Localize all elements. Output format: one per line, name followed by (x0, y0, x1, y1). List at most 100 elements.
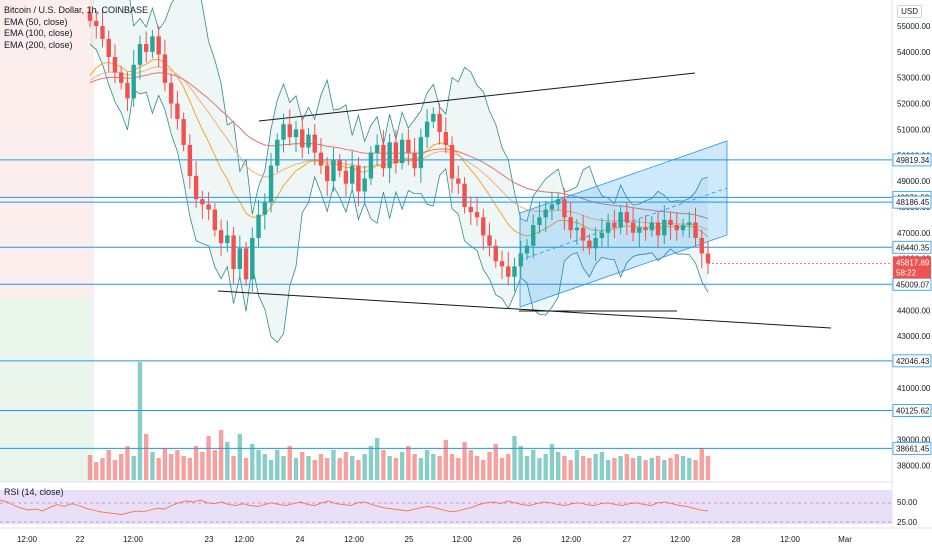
volume-bar (125, 446, 130, 480)
volume-bar (156, 458, 161, 480)
candle (100, 26, 105, 39)
volume-bar (206, 436, 211, 480)
candle (624, 212, 630, 223)
price-tick: 41000.00 (897, 384, 931, 393)
rsi-legend[interactable]: RSI (14, close) (4, 487, 64, 497)
symbol-title[interactable]: Bitcoin / U.S. Dollar, 1h, COINBASE (4, 5, 149, 15)
volume-bar (481, 460, 486, 480)
candle (275, 139, 280, 166)
ema50-label[interactable]: EMA (50, close) (4, 16, 68, 27)
price-level-badge (892, 195, 932, 209)
candle (705, 253, 711, 264)
price-level-label: 48186.45 (896, 198, 930, 207)
volume-bar (87, 455, 93, 480)
volume-bar (687, 458, 692, 480)
volume-bar (100, 458, 105, 480)
ema100-label[interactable]: EMA (100, close) (4, 28, 73, 38)
volume-bar (112, 460, 118, 480)
candle (193, 175, 199, 200)
volume-bar (512, 436, 517, 480)
volume-bar (337, 458, 342, 480)
volume-bar (119, 454, 124, 480)
volume-bar (674, 454, 679, 480)
time-tick: Mar (838, 535, 852, 544)
candle (487, 235, 492, 246)
rsi-band (0, 490, 892, 524)
volume-bar (94, 462, 99, 480)
candle (674, 225, 679, 231)
candle (87, 13, 93, 21)
volume-bar (662, 460, 667, 480)
volume-bar (331, 450, 336, 480)
candle (268, 165, 274, 202)
candle (637, 227, 642, 233)
candle (281, 124, 286, 140)
bullish-zone (0, 298, 94, 482)
volume-bar (531, 450, 536, 480)
volume-bar (624, 454, 630, 480)
volume-bar (306, 456, 311, 480)
candle (300, 129, 305, 148)
ema100-line (89, 66, 709, 231)
volume-bar (356, 460, 361, 480)
ema50-line (89, 58, 709, 238)
candle (668, 219, 673, 226)
volume-bar (649, 458, 655, 480)
price-level-badge (892, 153, 932, 167)
currency-label[interactable]: USD (897, 5, 922, 18)
volume-bar (281, 456, 286, 480)
candle (493, 245, 498, 262)
price-level-label: 46440.35 (896, 243, 930, 252)
volume-bar (187, 458, 193, 480)
volume-bar (630, 458, 636, 480)
time-tick: 28 (732, 535, 741, 544)
candle (312, 134, 317, 153)
volume-bar (437, 456, 442, 480)
price-level-badge (892, 354, 932, 368)
volume-bar (612, 458, 617, 480)
rising-channel (519, 140, 728, 308)
candle (537, 217, 542, 226)
price-level-label: 42046.43 (896, 357, 930, 366)
price-tick: 52000.00 (897, 100, 931, 109)
rsi-tick: 50.00 (897, 498, 918, 507)
bollinger-lower (89, 43, 709, 344)
lower-trendline (217, 290, 832, 329)
price-tick: 49000.00 (897, 177, 931, 186)
price-level-badge (892, 240, 932, 254)
candle (106, 38, 111, 58)
volume-bar (637, 456, 642, 480)
candle (399, 139, 405, 164)
volume-bar (412, 454, 417, 480)
candle (243, 248, 249, 280)
channel-midline (519, 187, 728, 261)
volume-bar (406, 446, 411, 480)
countdown-label: 58:22 (896, 268, 917, 277)
candle (562, 199, 567, 218)
candle (506, 266, 511, 277)
ema200-label[interactable]: EMA (200, close) (4, 39, 73, 50)
volume-bar (275, 450, 280, 480)
volume-bar (605, 460, 611, 480)
time-tick: 12:00 (670, 535, 691, 544)
chart-legend: Bitcoin / U.S. Dollar, 1h, COINBASE EMA … (4, 5, 148, 51)
candle (555, 199, 561, 205)
price-tick: 54000.00 (897, 48, 931, 57)
current-price-label: 45817.89 (896, 258, 930, 267)
volume-bar (106, 450, 111, 480)
candle (150, 36, 155, 52)
volume-bar (256, 450, 261, 480)
candle (181, 119, 186, 145)
volume-bar (424, 450, 430, 480)
volume-bar (643, 460, 648, 480)
price-tick: 38000.00 (897, 461, 931, 470)
time-tick: 24 (296, 535, 305, 544)
volume-bar (524, 456, 530, 480)
candle (374, 144, 380, 153)
candle (543, 209, 548, 218)
candle (431, 113, 436, 122)
candle (662, 219, 667, 236)
time-tick: 27 (623, 535, 632, 544)
